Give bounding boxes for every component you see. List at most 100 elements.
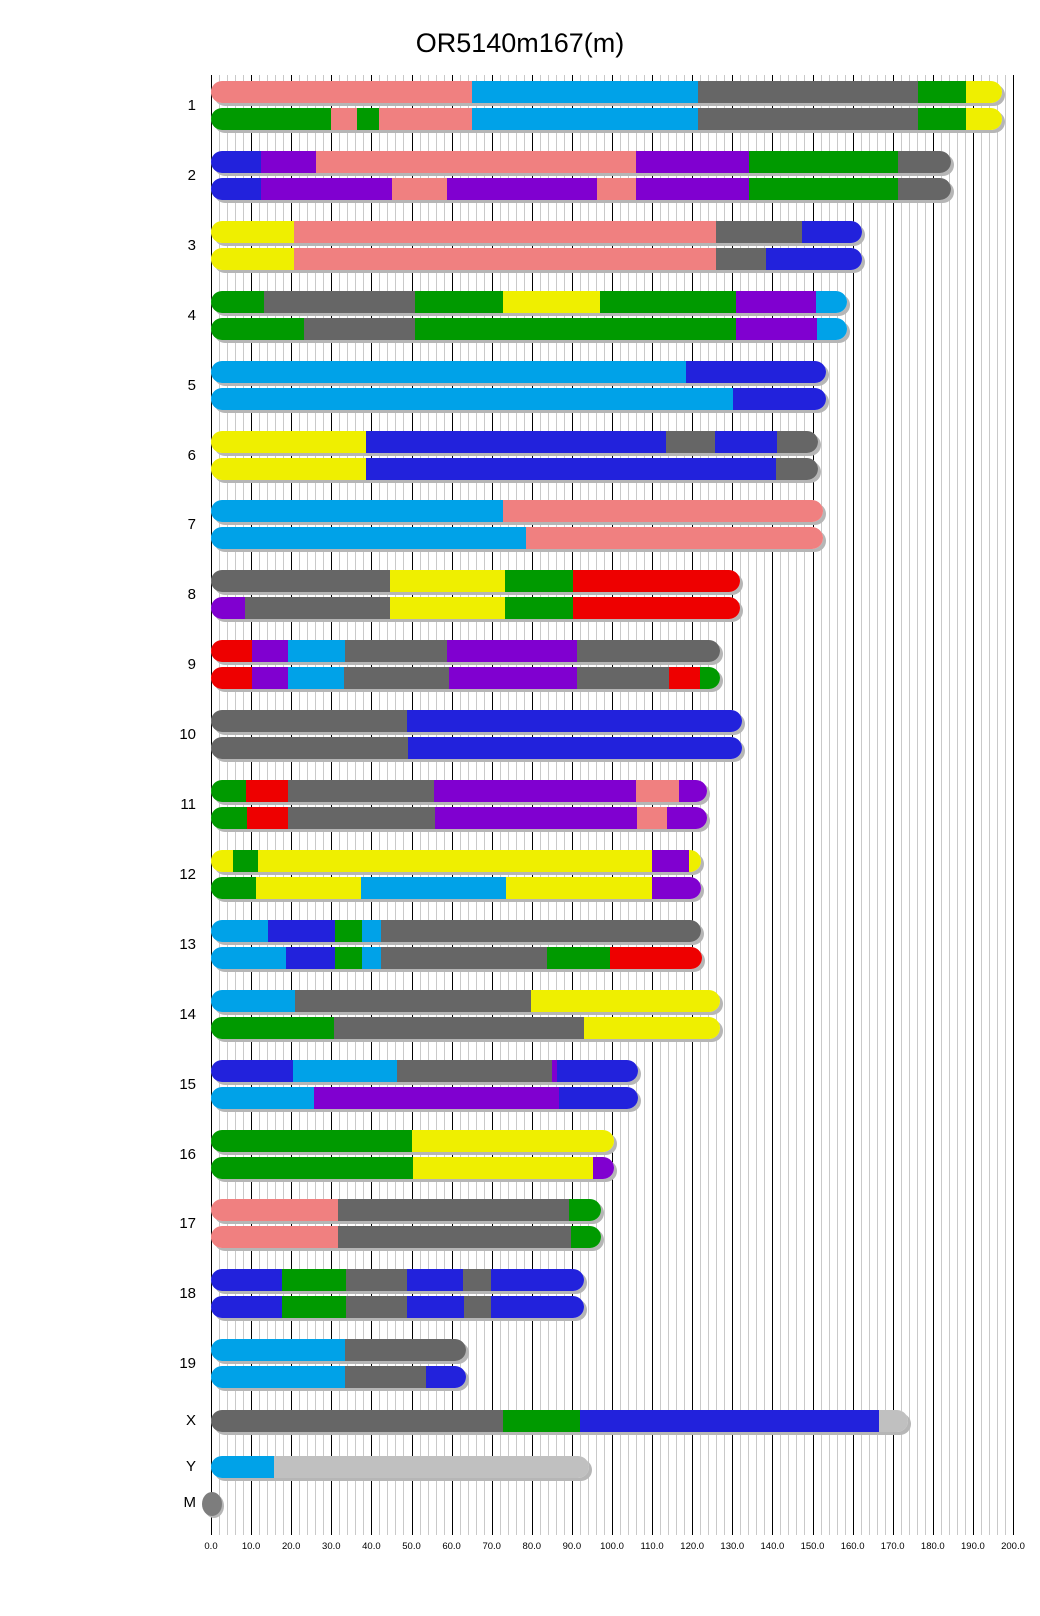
segment-blue: [579, 1410, 880, 1432]
segment-yellow: [211, 431, 367, 453]
segment-gray: [245, 597, 391, 619]
chromosome-15-bar-2: [211, 1087, 638, 1109]
minor-gridline: [828, 75, 830, 1535]
segment-gray: [345, 640, 448, 662]
segment-gray: [380, 920, 701, 942]
segment-yellow: [389, 570, 506, 592]
segment-yellow: [505, 877, 653, 899]
axis-tick-label: 110.0: [640, 1541, 664, 1552]
segment-gray: [211, 737, 409, 759]
minor-gridline: [796, 75, 798, 1535]
chromosome-14-bar-1: [211, 990, 720, 1012]
minor-gridline: [587, 75, 589, 1535]
axis-tick-label: 40.0: [362, 1541, 381, 1552]
segment-blue: [211, 1060, 294, 1082]
minor-gridline: [539, 75, 541, 1535]
segment-green: [918, 81, 967, 103]
chromosome-4-bar-2: [211, 318, 847, 340]
segment-cyan: [211, 1456, 275, 1478]
segment-gray: [211, 1410, 504, 1432]
segment-cyan: [211, 527, 527, 549]
segment-blue: [211, 178, 262, 200]
chromosome-6-bar-2: [211, 458, 818, 480]
segment-gray: [463, 1269, 492, 1291]
segment-yellow: [412, 1130, 614, 1152]
chromosome-5-bar-1: [211, 361, 826, 383]
segment-gray: [338, 1226, 572, 1248]
segment-cyan: [287, 667, 345, 689]
minor-gridline: [724, 75, 726, 1535]
minor-gridline: [339, 75, 341, 1535]
major-gridline: [972, 75, 974, 1535]
axis-tick-label: 60.0: [442, 1541, 461, 1552]
minor-gridline: [820, 75, 822, 1535]
segment-blue: [426, 1366, 466, 1388]
segment-blue: [211, 1269, 283, 1291]
segment-purple: [551, 1060, 558, 1082]
segment-gray: [295, 990, 532, 1012]
major-gridline: [211, 75, 212, 1535]
segment-cyan: [211, 1366, 346, 1388]
minor-gridline: [668, 75, 670, 1535]
segment-green: [749, 178, 899, 200]
segment-purple: [211, 597, 246, 619]
minor-gridline: [435, 75, 437, 1535]
row-label-6: 6: [187, 446, 196, 464]
segment-yellow: [412, 1157, 594, 1179]
major-gridline: [371, 75, 373, 1535]
segment-cyan: [211, 1087, 315, 1109]
segment-red: [572, 597, 740, 619]
minor-gridline: [443, 75, 445, 1535]
axis-tick-label: 30.0: [322, 1541, 341, 1552]
minor-gridline: [603, 75, 605, 1535]
segment-salmon: [503, 500, 823, 522]
row-label-4: 4: [187, 306, 196, 324]
segment-green: [504, 597, 574, 619]
minor-gridline: [884, 75, 886, 1535]
minor-gridline: [459, 75, 461, 1535]
segment-gray: [666, 431, 716, 453]
segment-blue: [267, 920, 336, 942]
minor-gridline: [275, 75, 277, 1535]
minor-gridline: [467, 75, 469, 1535]
axis-tick-label: 170.0: [880, 1541, 905, 1552]
segment-green: [211, 877, 257, 899]
chromosome-17-bar-1: [211, 1199, 601, 1221]
segment-green: [599, 291, 736, 313]
segment-gray: [343, 667, 450, 689]
major-gridline: [652, 75, 654, 1535]
segment-gray: [715, 248, 767, 270]
segment-yellow: [211, 850, 234, 872]
row-label-7: 7: [187, 515, 196, 533]
chromosome-17-bar-2: [211, 1226, 601, 1248]
segment-blue: [490, 1296, 584, 1318]
minor-gridline: [948, 75, 950, 1535]
chromosome-4-bar-1: [211, 291, 847, 313]
segment-green: [211, 807, 248, 829]
minor-gridline: [980, 75, 982, 1535]
segment-cyan: [211, 361, 687, 383]
segment-purple: [251, 640, 289, 662]
minor-gridline: [555, 75, 557, 1535]
minor-gridline: [916, 75, 918, 1535]
row-label-19: 19: [179, 1354, 196, 1372]
segment-green: [504, 570, 574, 592]
minor-gridline: [740, 75, 742, 1535]
minor-gridline: [956, 75, 958, 1535]
chromosome-19-bar-1: [211, 1339, 466, 1361]
segment-gray: [697, 81, 919, 103]
segment-green: [281, 1269, 347, 1291]
axis-tick-label: 200.0: [1001, 1541, 1025, 1552]
minor-gridline: [996, 75, 998, 1535]
segment-gray: [345, 1339, 466, 1361]
segment-cyan: [362, 920, 382, 942]
segment-green: [211, 291, 265, 313]
segment-green: [211, 1157, 414, 1179]
minor-gridline: [868, 75, 870, 1535]
segment-silver: [879, 1410, 908, 1432]
segment-red: [572, 570, 740, 592]
row-label-1: 1: [187, 96, 196, 114]
segment-green: [414, 318, 737, 340]
axis-tick-label: 70.0: [482, 1541, 501, 1552]
segment-purple: [260, 151, 317, 173]
